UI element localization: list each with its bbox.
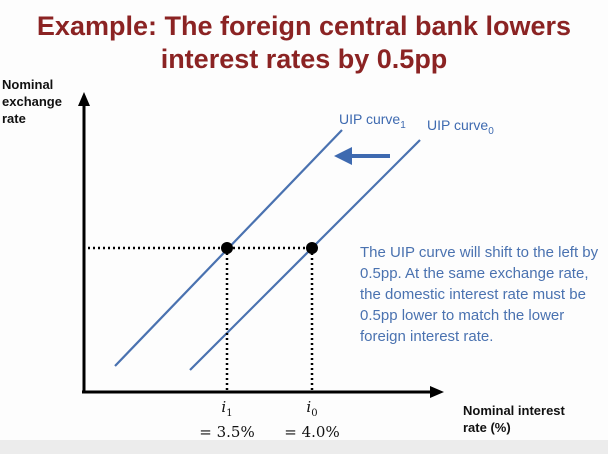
y-axis-label: Nominal exchange rate [2,77,62,126]
curve-label-0: UIP curve0 [427,117,494,137]
title-line-2: interest rates by 0.5pp [160,44,448,74]
y-axis-arrow [78,92,90,106]
x-axis-arrow [430,386,444,398]
tick-label-i1: i1 = 3.5% [199,398,255,441]
uip-curve-0 [189,139,421,371]
point-i0 [306,242,318,254]
annotation-text: The UIP curve will shift to the left by … [360,244,599,345]
x-axis-label: Nominal interest rate (%) [463,403,565,435]
tick-label-i0: i0 = 4.0% [284,398,340,441]
curve-label-1: UIP curve1 [339,111,406,131]
point-i1 [221,242,233,254]
shift-arrow-head [334,147,352,165]
bottom-bar [0,440,608,454]
title-line-1: Example: The foreign central bank lowers [36,11,572,41]
